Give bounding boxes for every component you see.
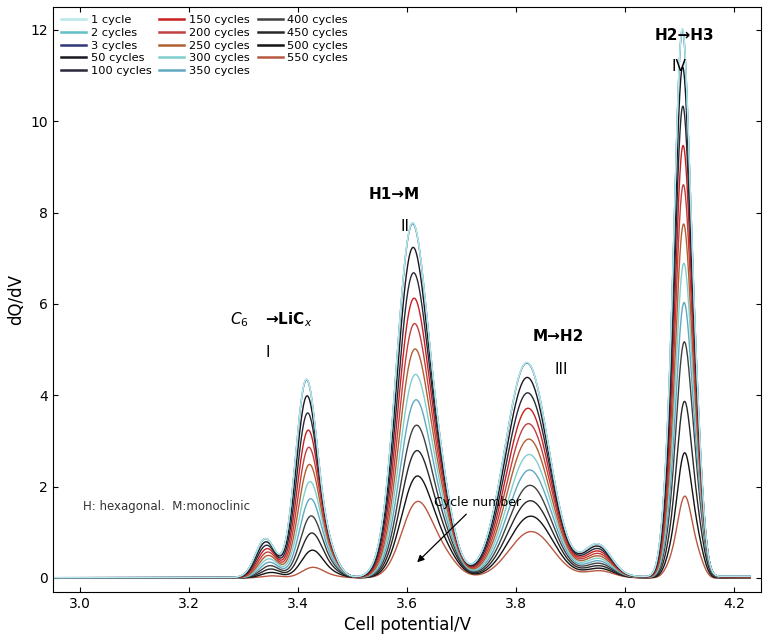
- Text: →LiC$_x$: →LiC$_x$: [266, 311, 313, 329]
- Text: H: hexagonal.  M:monoclinic: H: hexagonal. M:monoclinic: [83, 500, 250, 513]
- Text: H1→M: H1→M: [369, 187, 420, 203]
- X-axis label: Cell potential/V: Cell potential/V: [343, 616, 471, 634]
- Text: $C_6$: $C_6$: [230, 311, 249, 329]
- Text: H2→H3: H2→H3: [655, 28, 714, 42]
- Text: II: II: [400, 219, 409, 235]
- Text: IV: IV: [671, 60, 686, 74]
- Text: Cycle number: Cycle number: [418, 496, 521, 562]
- Text: III: III: [554, 362, 568, 378]
- Text: M→H2: M→H2: [532, 329, 584, 344]
- Text: I: I: [266, 345, 270, 360]
- Legend: 1 cycle, 2 cycles, 3 cycles, 50 cycles, 100 cycles, 150 cycles, 200 cycles, 250 : 1 cycle, 2 cycles, 3 cycles, 50 cycles, …: [58, 13, 350, 79]
- Y-axis label: dQ/dV: dQ/dV: [7, 274, 25, 325]
